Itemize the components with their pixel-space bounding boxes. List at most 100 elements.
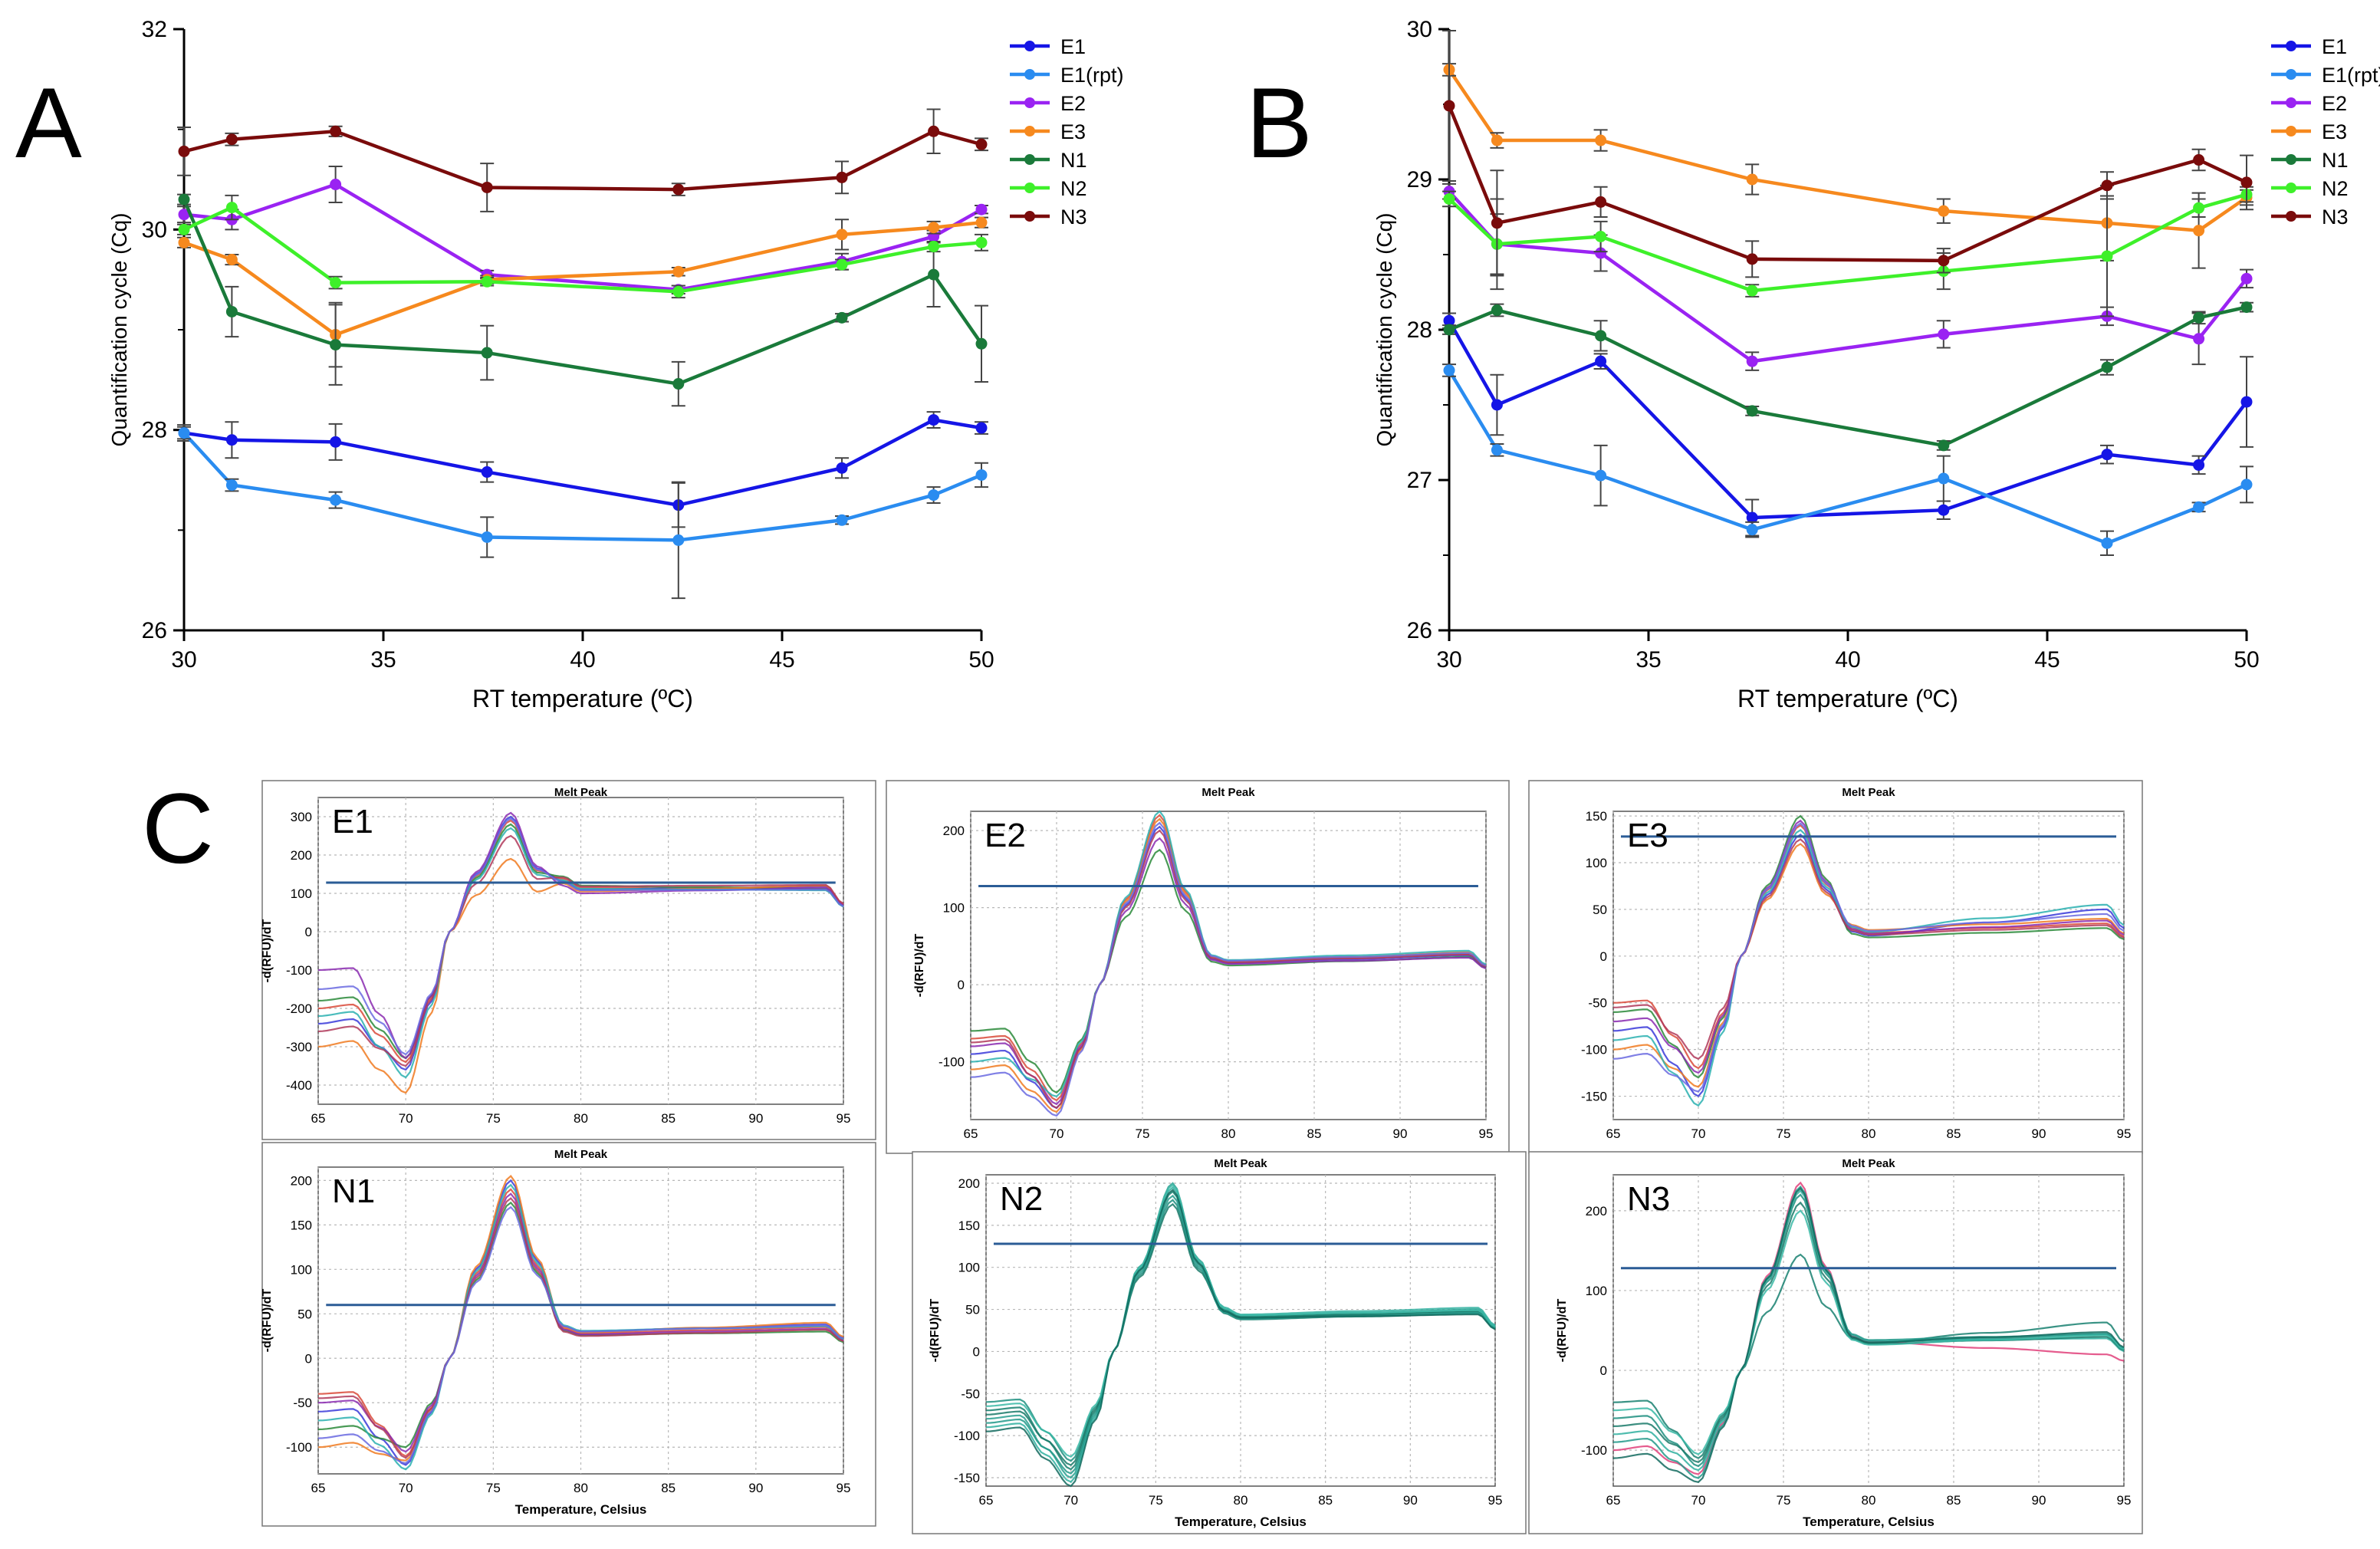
panel-b: B 30 35 40 45 50 26 27 28 29 30 RT temperature (ºC…	[1246, 17, 2380, 712]
melt-curve	[1612, 1209, 2125, 1455]
panel-label-b: B	[1246, 67, 1313, 179]
data-point	[225, 202, 238, 214]
data-point	[1938, 255, 1950, 267]
x-tick-label: 85	[1947, 1493, 1961, 1508]
y-axis-label: -d(RFU)/dT	[261, 1288, 274, 1352]
y-tick-label: -100	[1581, 1043, 1607, 1057]
melt-curves	[317, 811, 844, 1094]
legend-label: E2	[1060, 92, 1086, 115]
series-line	[182, 199, 983, 386]
target-label: N1	[332, 1172, 375, 1210]
data-point	[225, 434, 238, 446]
data-point	[1595, 469, 1607, 482]
series-line	[1448, 68, 2248, 232]
series-e1	[1442, 312, 2253, 537]
melt-curve	[317, 1174, 844, 1462]
melt-curves	[985, 1182, 1496, 1488]
y-tick-label: 150	[291, 1218, 312, 1232]
data-point	[178, 223, 190, 235]
x-tick-label: 90	[2032, 1126, 2046, 1141]
melt-curve	[317, 834, 844, 1067]
melt-plot-e2: Melt Peak 65 70 75 80 85 90 95 200 100 0 -100 -d(RFU…	[886, 780, 1510, 1154]
data-point	[1443, 314, 1455, 327]
y-tick-label: -150	[954, 1471, 980, 1485]
data-point	[975, 469, 988, 481]
data-point	[928, 414, 940, 426]
data-point	[2240, 272, 2253, 284]
melt-curve	[985, 1189, 1496, 1488]
data-point	[481, 466, 493, 479]
y-tick-label: 28	[142, 418, 167, 443]
melt-curve	[1612, 822, 2125, 1093]
plot-area	[1612, 811, 2125, 1120]
data-point	[1443, 192, 1455, 205]
x-tick-label: 40	[570, 647, 595, 673]
target-label: E3	[1627, 817, 1668, 854]
y-tick-label: 30	[1407, 17, 1432, 42]
melt-curve	[1612, 834, 2125, 1097]
legend-label: N2	[1060, 177, 1087, 200]
x-tick-label: 70	[1691, 1493, 1706, 1508]
plot-title: Melt Peak	[1842, 786, 1895, 799]
series-line	[183, 205, 982, 294]
data-point	[225, 254, 238, 266]
data-point	[330, 125, 342, 137]
data-point	[1595, 230, 1607, 242]
series-n2	[177, 194, 988, 299]
melt-curve	[970, 829, 1487, 1110]
legend-marker	[1024, 183, 1035, 193]
series-line	[182, 432, 982, 542]
series-line	[183, 129, 982, 192]
data-point	[2193, 311, 2205, 324]
data-point	[1491, 444, 1503, 456]
x-axis-label: Temperature, Celsius	[1803, 1514, 1935, 1529]
x-tick-label: 30	[171, 647, 196, 673]
y-tick-label: 0	[1600, 1363, 1607, 1378]
data-point	[225, 133, 238, 146]
data-point	[1595, 355, 1607, 367]
data-point	[330, 277, 342, 289]
series-n1	[177, 193, 988, 407]
plot-title: Melt Peak	[1202, 786, 1255, 799]
x-tick-label: 90	[748, 1111, 763, 1126]
series-e3	[1442, 63, 2253, 269]
series-e3	[177, 216, 988, 368]
melt-curves	[1612, 814, 2125, 1107]
x-tick-label: 65	[311, 1481, 326, 1495]
legend-label: E3	[2322, 120, 2347, 143]
legend-marker	[1024, 211, 1035, 222]
data-point	[1746, 173, 1758, 186]
x-tick-label: 65	[311, 1111, 326, 1126]
y-tick-label: 27	[1407, 468, 1432, 493]
melt-curve	[1612, 838, 2125, 1061]
data-point	[2101, 250, 2113, 262]
data-point	[2193, 333, 2205, 345]
y-axis-label: -d(RFU)/dT	[261, 919, 274, 982]
data-point	[1938, 504, 1950, 516]
legend-label: E1	[2322, 35, 2347, 58]
panel-label-c: C	[142, 772, 214, 884]
data-point	[1746, 405, 1758, 417]
melt-plot-e3: Melt Peak 65 70 75 80 85 90 95 150 100 50 0 -50 -100 -…	[1528, 780, 2143, 1154]
data-point	[1443, 324, 1455, 336]
y-tick-label: 100	[291, 1262, 312, 1277]
data-point	[330, 436, 342, 448]
data-point	[836, 311, 848, 324]
data-point	[2101, 361, 2113, 373]
data-point	[2193, 225, 2205, 237]
y-tick-label: 26	[1407, 618, 1432, 643]
y-tick-label: -100	[1581, 1443, 1607, 1458]
series-line	[1448, 369, 2247, 545]
x-tick-label: 75	[1777, 1126, 1791, 1141]
y-tick-label: -100	[286, 963, 312, 978]
data-point	[975, 203, 988, 215]
y-tick-label: 50	[1593, 903, 1607, 917]
melt-curve	[1612, 1187, 2125, 1483]
legend-marker	[1024, 41, 1035, 51]
melt-curves	[1612, 1181, 2125, 1483]
data-point	[2240, 301, 2253, 314]
data-point	[1491, 134, 1503, 146]
plot-area	[317, 797, 844, 1105]
data-point	[928, 268, 940, 281]
